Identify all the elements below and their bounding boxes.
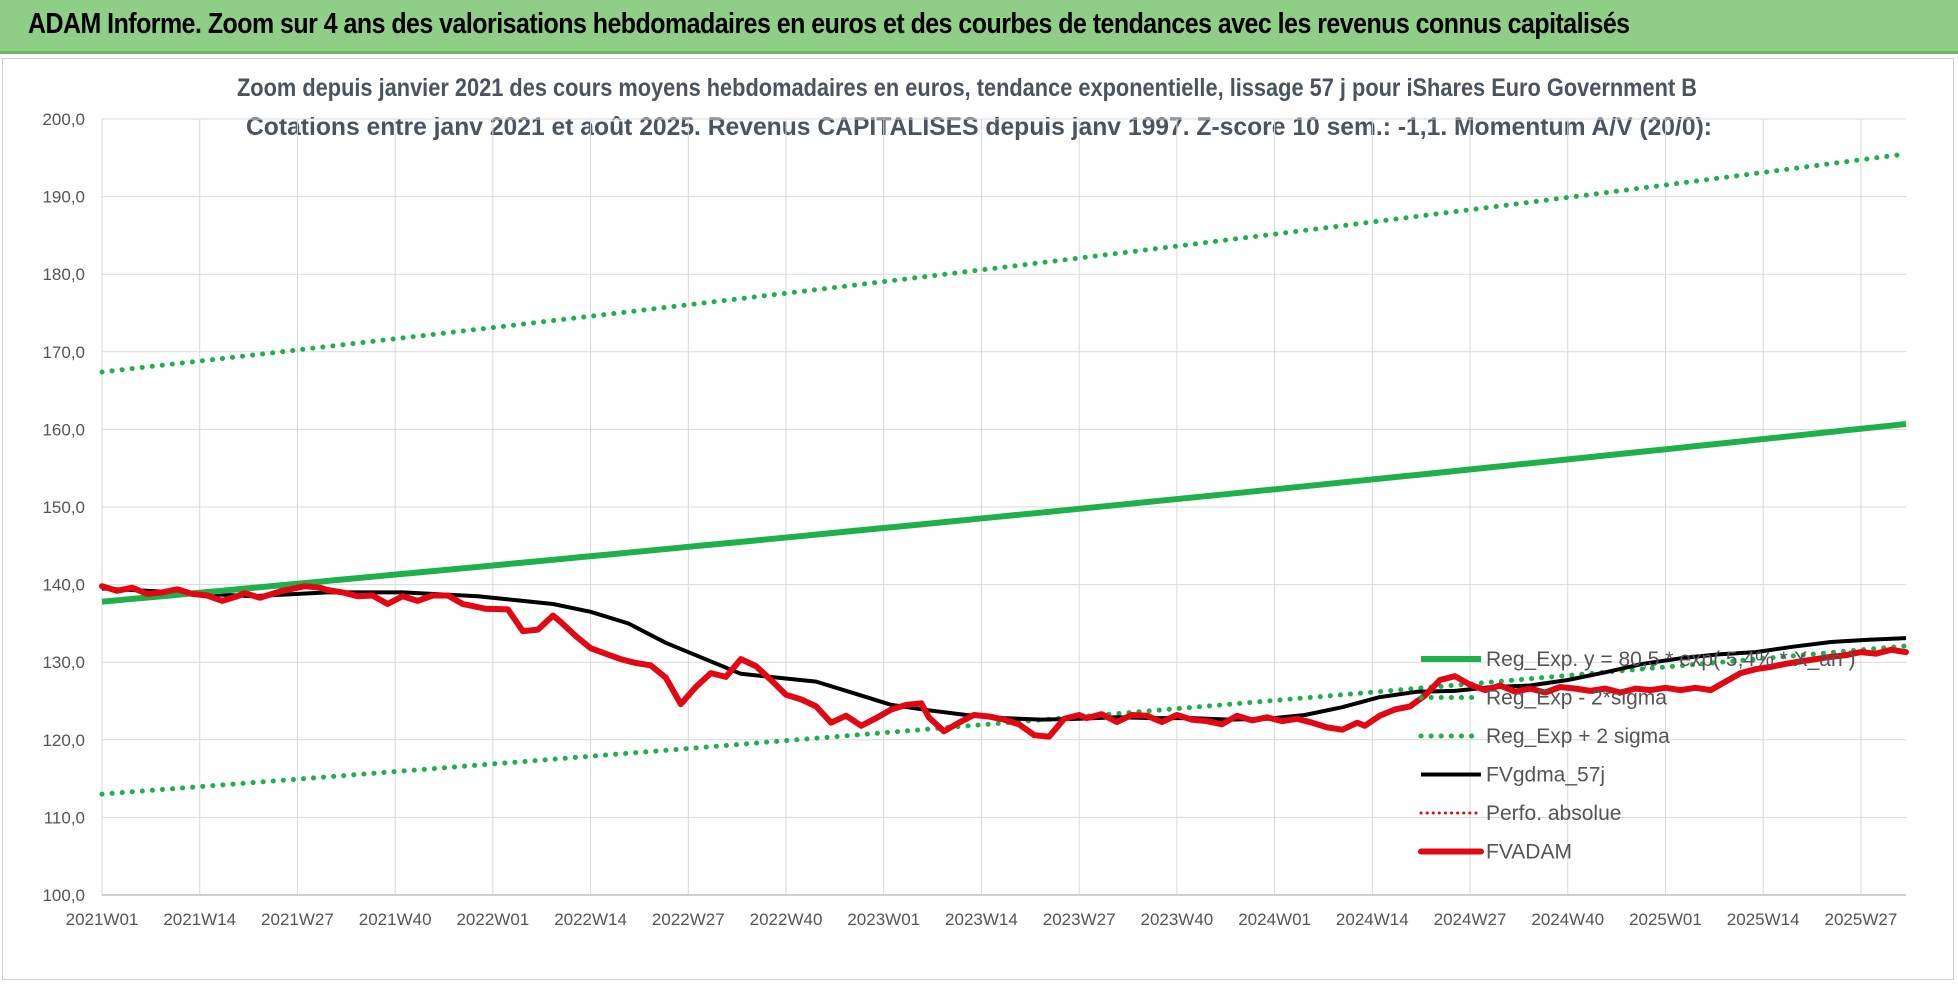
legend-label: Reg_Exp + 2 sigma bbox=[1486, 725, 1670, 748]
legend-label: Perfo. absolue bbox=[1486, 802, 1621, 825]
legend-label: Reg_Exp. y = 80,5 * exp( 5,4% * X_an ) bbox=[1486, 648, 1855, 671]
x-axis: 2021W01 2021W14 2021W27 2021W40 2022W01 2022W… bbox=[66, 894, 1906, 929]
y-tick-label: 190,0 bbox=[42, 188, 85, 207]
x-tick-label: 2023W14 bbox=[945, 910, 1018, 929]
y-tick-label: 180,0 bbox=[42, 265, 85, 284]
legend: Reg_Exp. y = 80,5 * exp( 5,4% * X_an ) Re… bbox=[1418, 648, 1855, 864]
y-tick-label: 100,0 bbox=[42, 886, 85, 905]
y-tick-label: 170,0 bbox=[42, 343, 85, 362]
x-tick-label: 2021W40 bbox=[359, 910, 432, 929]
y-tick-label: 120,0 bbox=[42, 731, 85, 750]
y-tick-label: 150,0 bbox=[42, 498, 85, 517]
gridlines bbox=[101, 118, 1906, 896]
series-line-trend bbox=[101, 421, 1907, 605]
chart-title: Zoom depuis janvier 2021 des cours moyen… bbox=[237, 74, 1697, 102]
legend-label: FVgdma_57j bbox=[1486, 764, 1605, 787]
x-tick-label: 2024W14 bbox=[1336, 910, 1409, 929]
series-line-sigma bbox=[99, 151, 1909, 375]
y-tick-label: 130,0 bbox=[42, 653, 85, 672]
x-tick-label: 2023W27 bbox=[1043, 910, 1116, 929]
x-tick-label: 2023W01 bbox=[847, 910, 920, 929]
x-tick-label: 2025W14 bbox=[1727, 910, 1800, 929]
y-tick-label: 160,0 bbox=[42, 420, 85, 439]
x-tick-label: 2021W01 bbox=[66, 910, 139, 929]
series-line-sigma bbox=[99, 643, 1909, 797]
x-tick-label: 2022W27 bbox=[652, 910, 725, 929]
x-tick-label: 2022W14 bbox=[554, 910, 627, 929]
x-tick-label: 2024W01 bbox=[1238, 910, 1311, 929]
x-tick-label: 2021W27 bbox=[261, 910, 334, 929]
x-tick-label: 2025W27 bbox=[1825, 910, 1898, 929]
y-tick-label: 200,0 bbox=[42, 110, 85, 129]
x-tick-label: 2024W40 bbox=[1531, 910, 1604, 929]
legend-label: FVADAM bbox=[1486, 841, 1572, 864]
legend-label: Reg_Exp - 2*sigma bbox=[1486, 687, 1667, 710]
y-axis: 100,0 110,0 120,0 130,0 140,0 150,0 160,0 170,0… bbox=[42, 110, 85, 905]
chart-subtitle: Cotations entre janv 2021 et août 2025. … bbox=[246, 113, 1712, 141]
series-line-fvadam bbox=[99, 583, 1909, 740]
x-tick-label: 2022W40 bbox=[750, 910, 823, 929]
chart-area: Zoom depuis janvier 2021 des cours moyen… bbox=[2, 58, 1954, 980]
series-lines bbox=[99, 151, 1909, 797]
x-tick-label: 2023W40 bbox=[1140, 910, 1213, 929]
banner: ADAM Informe. Zoom sur 4 ans des valoris… bbox=[0, 0, 1958, 54]
banner-title: ADAM Informe. Zoom sur 4 ans des valoris… bbox=[28, 8, 1630, 40]
x-tick-label: 2024W27 bbox=[1434, 910, 1507, 929]
x-tick-label: 2021W14 bbox=[163, 910, 236, 929]
y-tick-label: 110,0 bbox=[44, 808, 85, 827]
line-chart: Zoom depuis janvier 2021 des cours moyen… bbox=[42, 74, 1909, 929]
x-tick-label: 2022W01 bbox=[456, 910, 529, 929]
x-tick-label: 2025W01 bbox=[1629, 910, 1702, 929]
y-tick-label: 140,0 bbox=[42, 576, 85, 595]
